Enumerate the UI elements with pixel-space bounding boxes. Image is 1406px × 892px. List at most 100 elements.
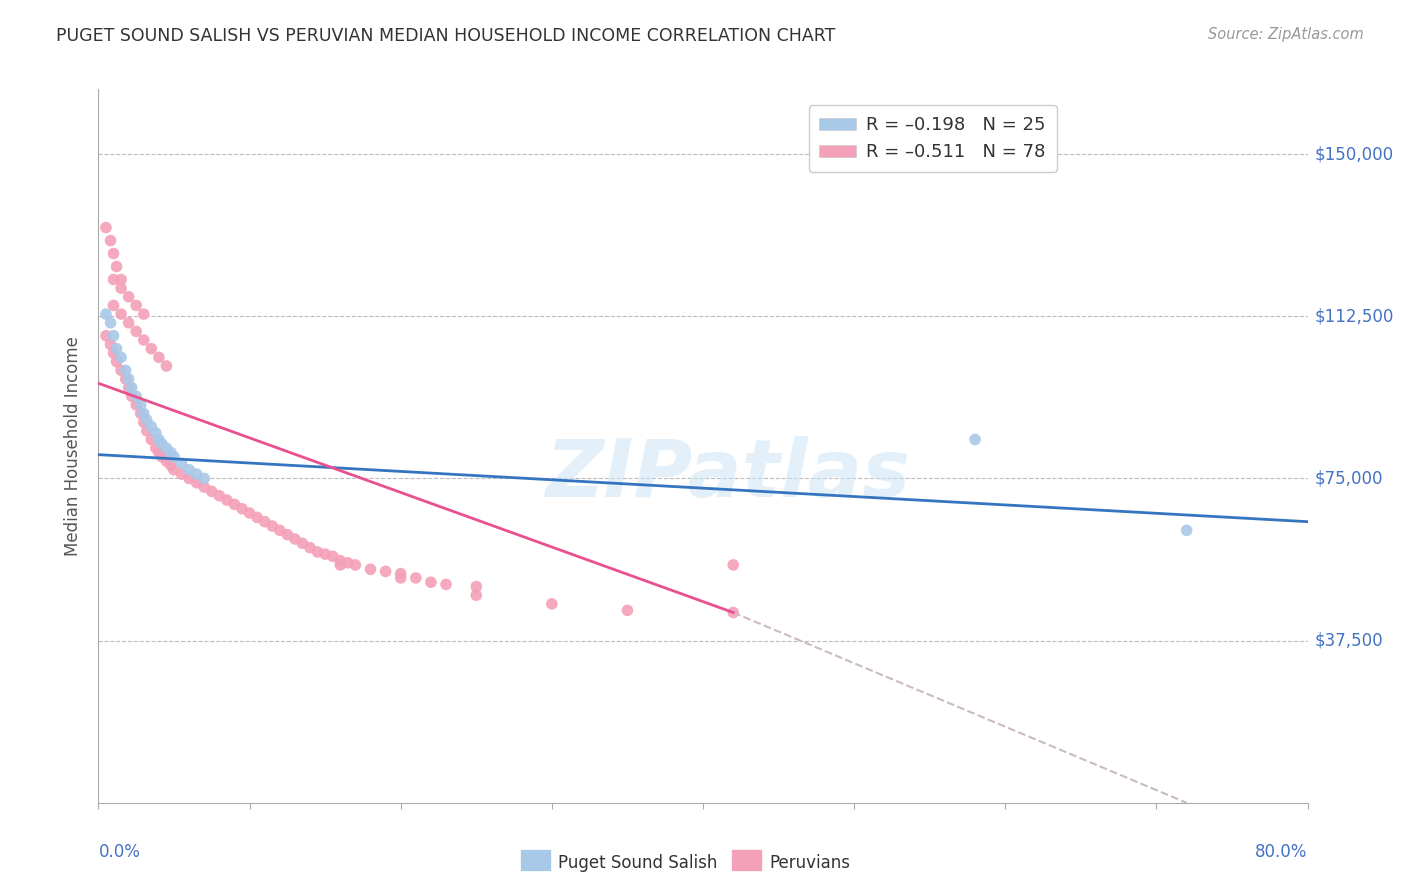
Point bbox=[141, 342, 163, 356]
Point bbox=[105, 342, 128, 356]
Point bbox=[100, 337, 122, 351]
Point bbox=[148, 351, 170, 365]
Point bbox=[103, 246, 125, 260]
Point bbox=[239, 506, 262, 520]
Point bbox=[163, 450, 186, 464]
Point bbox=[193, 471, 215, 485]
Text: 80.0%: 80.0% bbox=[1256, 843, 1308, 861]
Point bbox=[148, 445, 170, 459]
Point bbox=[721, 558, 744, 572]
Point bbox=[118, 316, 141, 330]
Text: 0.0%: 0.0% bbox=[98, 843, 141, 861]
Point bbox=[284, 532, 307, 546]
Point bbox=[193, 480, 215, 494]
Point bbox=[965, 433, 987, 447]
Point bbox=[160, 445, 183, 459]
Point bbox=[125, 325, 148, 339]
Legend: R = –0.198   N = 25, R = –0.511   N = 78: R = –0.198 N = 25, R = –0.511 N = 78 bbox=[808, 105, 1057, 172]
Point bbox=[94, 220, 117, 235]
Point bbox=[307, 545, 329, 559]
Point bbox=[114, 372, 136, 386]
Text: $112,500: $112,500 bbox=[1315, 307, 1393, 326]
Point bbox=[231, 501, 253, 516]
Point bbox=[121, 389, 143, 403]
Point bbox=[100, 316, 122, 330]
Point bbox=[118, 381, 141, 395]
Point bbox=[135, 413, 157, 427]
Point bbox=[177, 471, 201, 485]
Point bbox=[329, 553, 352, 567]
Text: ZIPatlas: ZIPatlas bbox=[544, 435, 910, 514]
Point bbox=[160, 458, 183, 473]
Point bbox=[465, 580, 488, 594]
Point bbox=[322, 549, 344, 564]
Point bbox=[118, 372, 141, 386]
Point bbox=[110, 351, 132, 365]
Point bbox=[155, 454, 177, 468]
Point bbox=[276, 527, 298, 541]
Point bbox=[215, 493, 238, 508]
Point bbox=[224, 497, 246, 511]
Point bbox=[246, 510, 269, 524]
Point bbox=[141, 433, 163, 447]
Point bbox=[721, 606, 744, 620]
Text: Puget Sound Salish: Puget Sound Salish bbox=[558, 854, 717, 871]
Point bbox=[155, 441, 177, 455]
Point bbox=[132, 415, 155, 429]
Point bbox=[114, 363, 136, 377]
Point bbox=[177, 463, 201, 477]
Point bbox=[186, 467, 208, 482]
Point bbox=[389, 566, 412, 581]
Y-axis label: Median Household Income: Median Household Income bbox=[65, 336, 83, 556]
Point bbox=[121, 381, 143, 395]
Point bbox=[329, 558, 352, 572]
Point bbox=[94, 328, 117, 343]
Point bbox=[103, 346, 125, 360]
Text: $37,500: $37,500 bbox=[1315, 632, 1384, 649]
Point bbox=[269, 524, 291, 538]
Point bbox=[374, 565, 396, 579]
Point bbox=[540, 597, 562, 611]
Point bbox=[125, 298, 148, 312]
Point bbox=[132, 333, 155, 347]
Point bbox=[208, 489, 231, 503]
Point bbox=[434, 577, 457, 591]
Point bbox=[118, 290, 141, 304]
Point bbox=[150, 450, 173, 464]
Point bbox=[148, 433, 170, 447]
Point bbox=[145, 441, 167, 455]
Point bbox=[360, 562, 382, 576]
Point bbox=[110, 307, 132, 321]
Point bbox=[132, 407, 155, 421]
Point bbox=[465, 588, 488, 602]
Point bbox=[299, 541, 322, 555]
Point bbox=[110, 281, 132, 295]
Point bbox=[1175, 524, 1198, 538]
Point bbox=[253, 515, 276, 529]
Point bbox=[170, 467, 193, 482]
Text: PUGET SOUND SALISH VS PERUVIAN MEDIAN HOUSEHOLD INCOME CORRELATION CHART: PUGET SOUND SALISH VS PERUVIAN MEDIAN HO… bbox=[56, 27, 835, 45]
Point bbox=[103, 328, 125, 343]
Point bbox=[103, 272, 125, 286]
Point bbox=[314, 547, 336, 561]
Text: Source: ZipAtlas.com: Source: ZipAtlas.com bbox=[1208, 27, 1364, 42]
Point bbox=[94, 307, 117, 321]
Point bbox=[389, 571, 412, 585]
Point bbox=[110, 272, 132, 286]
Point bbox=[129, 407, 152, 421]
Text: Peruvians: Peruvians bbox=[769, 854, 851, 871]
Point bbox=[616, 603, 638, 617]
Point bbox=[336, 556, 359, 570]
Point bbox=[163, 463, 186, 477]
Point bbox=[262, 519, 284, 533]
Point bbox=[145, 425, 167, 440]
Point bbox=[105, 354, 128, 368]
Point bbox=[129, 398, 152, 412]
Point bbox=[103, 298, 125, 312]
Text: $150,000: $150,000 bbox=[1315, 145, 1393, 163]
Point bbox=[155, 359, 177, 373]
Point bbox=[125, 398, 148, 412]
Point bbox=[150, 437, 173, 451]
Point bbox=[132, 307, 155, 321]
Point bbox=[201, 484, 224, 499]
